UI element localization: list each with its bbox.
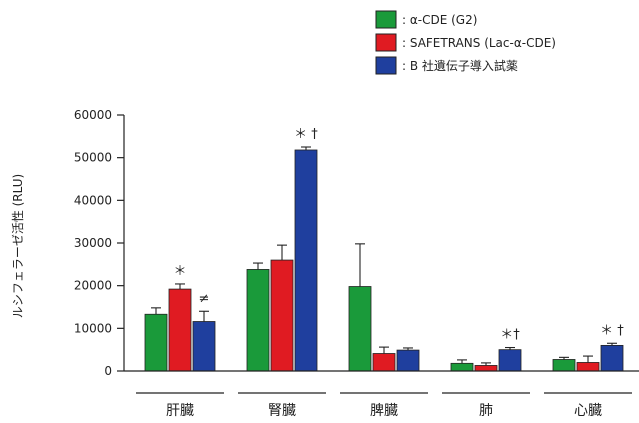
y-tick-label: 0 [104,364,112,378]
y-tick-label: 30000 [74,236,112,250]
bar [348,286,372,372]
bar [144,313,168,372]
x-tick-label: 肝臓 [166,403,194,419]
legend-swatch [375,10,397,29]
significance-marker: ＊† [500,328,520,343]
significance-marker: ＊ [173,264,186,279]
y-tick-label: 20000 [74,279,112,293]
legend-label: : SAFETRANS (Lac-α-CDE) [402,36,556,50]
y-tick-label: 60000 [74,108,112,122]
significance-marker: ≠ [199,291,210,306]
annotations: ＊ ≠ ＊ † ＊† ＊ † [173,127,624,343]
x-axis: 肝臓 腎臓 脾臓 肺 心臓 [124,370,639,419]
x-tick-label: 脾臓 [370,403,398,419]
x-tick-label: 心臓 [574,403,602,419]
x-tick-label: 肺 [479,403,493,419]
significance-marker: ＊ † [294,127,318,142]
bar [168,288,192,372]
legend-swatch [375,56,397,75]
y-tick-label: 40000 [74,193,112,207]
y-axis-label: ルシフェラーゼ活性 (RLU) [11,174,25,318]
bar [450,362,474,372]
bar [600,344,624,372]
bar [246,269,270,372]
y-tick-label: 10000 [74,321,112,335]
bar [270,259,294,372]
bar [498,349,522,372]
bar [474,365,498,372]
bar [294,149,318,372]
legend-label: : α-CDE (G2) [402,13,477,27]
bar [576,362,600,372]
legend-label: : B 社遺伝子導入試薬 [402,58,518,73]
legend: : α-CDE (G2) : SAFETRANS (Lac-α-CDE) : B 社… [375,10,556,75]
x-tick-label: 腎臓 [268,403,296,419]
y-axis: 0 10000 20000 30000 40000 50000 60000 [74,108,125,378]
bar [552,359,576,372]
bars [144,146,624,372]
significance-marker: ＊ † [600,323,624,338]
bar [372,353,396,372]
bar [396,349,420,372]
legend-swatch [375,33,397,52]
y-tick-label: 50000 [74,151,112,165]
bar [192,321,216,372]
